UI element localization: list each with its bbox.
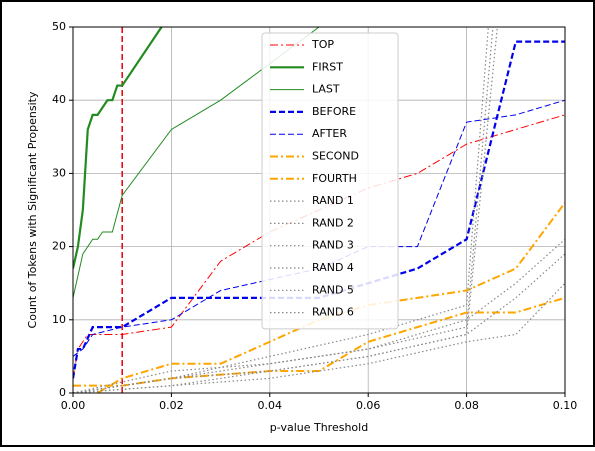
legend-label: RAND 5 [312,283,354,296]
legend-label: RAND 3 [312,239,354,252]
y-tick-label: 40 [52,93,66,106]
x-axis-label: p-value Threshold [270,421,368,434]
series-line [73,27,498,393]
series-line [73,27,320,298]
series-line [73,296,565,387]
y-tick-label: 50 [52,20,66,33]
series-line [73,114,565,379]
series-line [73,282,565,393]
legend-label: RAND 6 [312,306,354,319]
x-tick-label: 0.06 [356,399,381,412]
legend-label: RAND 2 [312,216,354,229]
legend-label: TOP [311,38,334,51]
x-tick-label: 0.00 [61,399,86,412]
legend-label: FIRST [312,60,343,73]
y-tick-label: 30 [52,166,66,179]
x-tick-label: 0.04 [258,399,283,412]
legend-label: BEFORE [312,105,356,118]
series-line [73,40,565,379]
y-tick-label: 10 [52,313,66,326]
legend-label: FOURTH [312,172,357,185]
plot-border [72,26,566,394]
legend-label: RAND 1 [312,194,354,207]
series-line [73,27,489,393]
x-tick-label: 0.08 [454,399,479,412]
series-line [73,27,163,269]
legend-label: LAST [312,83,340,96]
x-tick-label: 0.10 [553,399,578,412]
legend-label: AFTER [312,127,347,140]
legend-label: RAND 4 [312,261,354,274]
series-line [73,238,565,393]
x-tick-label: 0.02 [159,399,184,412]
legend-box [261,32,399,330]
plot-area [73,27,565,393]
y-tick-label: 0 [59,386,66,399]
legend-label: SECOND [312,150,359,163]
y-tick-label: 20 [52,240,66,253]
y-axis-label: Count of Tokens with Significant Propens… [26,91,39,328]
